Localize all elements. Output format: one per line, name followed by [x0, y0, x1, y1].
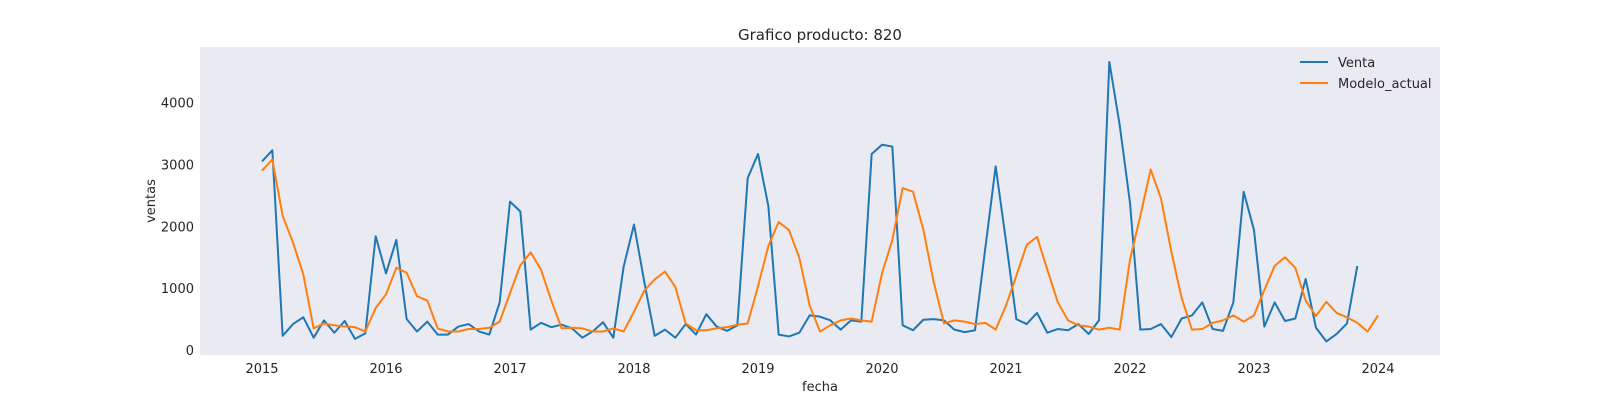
series-line-modelo_actual	[261, 158, 1379, 333]
y-axis-label: ventas	[144, 179, 159, 223]
y-tick-label: 2000	[161, 220, 194, 235]
chart-title: Grafico producto: 820	[738, 26, 902, 44]
x-tick-label: 2021	[989, 362, 1022, 377]
legend: Venta Modelo_actual	[1300, 56, 1432, 92]
x-tick-label: 2023	[1237, 362, 1270, 377]
y-tick-label: 1000	[161, 282, 194, 297]
x-axis-label: fecha	[802, 380, 838, 395]
legend-item: Modelo_actual	[1300, 77, 1432, 92]
x-tick-label: 2024	[1361, 362, 1394, 377]
y-tick-label: 4000	[161, 97, 194, 112]
x-axis-ticks: 2015 2016 2017 2018 2019 2020 2021 2022 2023 2024	[245, 362, 1394, 377]
legend-item: Venta	[1300, 56, 1375, 71]
series-line-venta	[261, 60, 1359, 343]
x-tick-label: 2017	[493, 362, 526, 377]
series-lines	[261, 60, 1379, 343]
x-tick-label: 2016	[369, 362, 402, 377]
legend-label: Modelo_actual	[1338, 77, 1432, 92]
x-tick-label: 2018	[617, 362, 650, 377]
legend-label: Venta	[1338, 56, 1375, 71]
x-tick-label: 2019	[741, 362, 774, 377]
x-tick-label: 2022	[1113, 362, 1146, 377]
x-tick-label: 2020	[865, 362, 898, 377]
y-tick-label: 3000	[161, 159, 194, 174]
x-tick-label: 2015	[245, 362, 278, 377]
y-tick-label: 0	[186, 344, 194, 359]
y-axis-ticks: 0 1000 2000 3000 4000	[161, 97, 194, 359]
plot-background	[200, 47, 1440, 355]
